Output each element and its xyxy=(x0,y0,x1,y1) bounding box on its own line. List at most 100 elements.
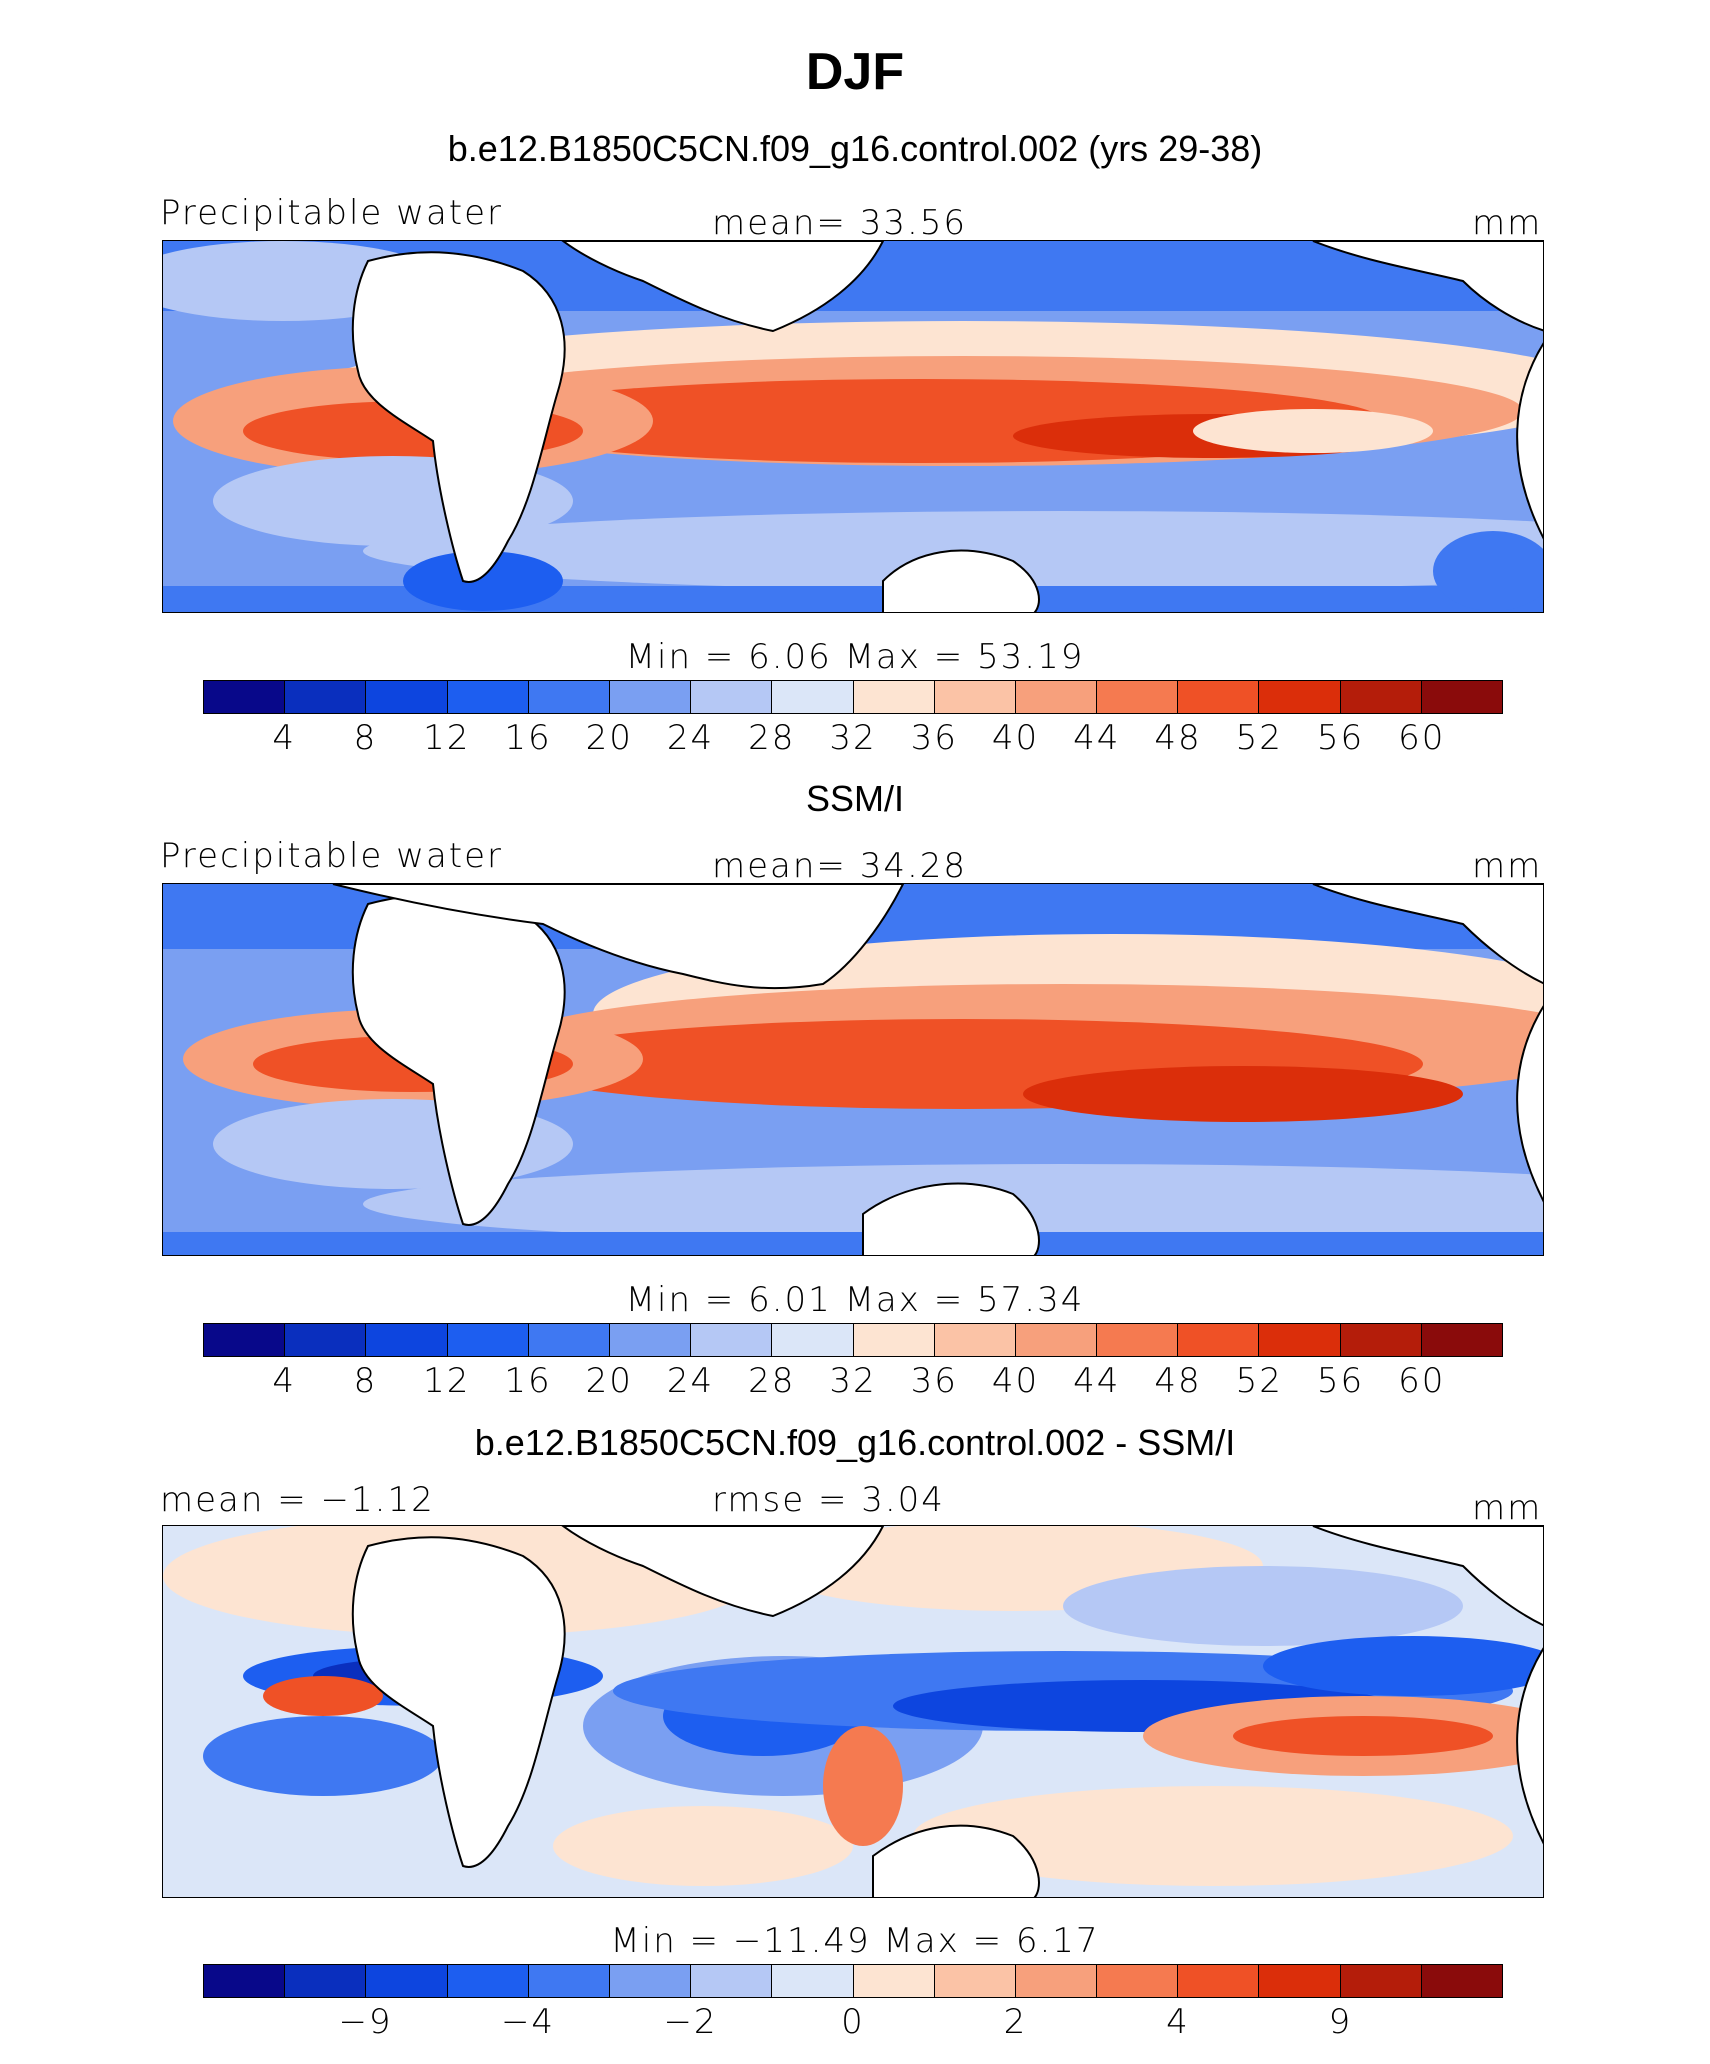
colorbar-cell xyxy=(1422,1965,1502,1997)
colorbar-tick-label: 32 xyxy=(829,718,876,758)
colorbar-tick-label: 16 xyxy=(504,718,551,758)
colorbar-tick-label: 28 xyxy=(748,718,795,758)
colorbar-cell xyxy=(1259,1965,1340,1997)
colorbar-tick-label: 44 xyxy=(1073,1361,1120,1401)
panel-1-title: b.e12.B1850C5CN.f09_g16.control.002 (yrs… xyxy=(0,128,1710,170)
panel-1-mean-label: mean= 33.56 xyxy=(712,203,967,243)
colorbar-cell xyxy=(935,681,1016,713)
colorbar-tick-label: 56 xyxy=(1317,1361,1364,1401)
colorbar-tick-label: 0 xyxy=(841,2002,865,2042)
panel-2-colorbar xyxy=(203,1323,1503,1357)
colorbar-tick-label: 20 xyxy=(586,718,633,758)
colorbar-cell xyxy=(448,1965,529,1997)
colorbar-cell xyxy=(935,1965,1016,1997)
colorbar-cell xyxy=(1178,1965,1259,1997)
colorbar-tick-label: 24 xyxy=(667,718,714,758)
colorbar-tick-label: 4 xyxy=(272,1361,296,1401)
colorbar-cell xyxy=(529,681,610,713)
colorbar-cell xyxy=(691,1324,772,1356)
colorbar-cell xyxy=(448,1324,529,1356)
panel-3-colorbar xyxy=(203,1964,1503,1998)
colorbar-cell xyxy=(935,1324,1016,1356)
colorbar-cell xyxy=(366,681,447,713)
colorbar-cell xyxy=(1259,1324,1340,1356)
colorbar-tick-label: 4 xyxy=(1166,2002,1190,2042)
colorbar-cell xyxy=(285,1324,366,1356)
colorbar-cell xyxy=(772,1965,853,1997)
colorbar-tick-label: 9 xyxy=(1329,2002,1353,2042)
colorbar-cell xyxy=(610,681,691,713)
panel-2-title: SSM/I xyxy=(0,778,1710,820)
colorbar-tick-label: 24 xyxy=(667,1361,714,1401)
colorbar-cell xyxy=(285,1965,366,1997)
colorbar-tick-label: 48 xyxy=(1154,1361,1201,1401)
colorbar-tick-label: 40 xyxy=(992,718,1039,758)
colorbar-cell xyxy=(204,681,285,713)
colorbar-cell xyxy=(1097,1324,1178,1356)
colorbar-cell xyxy=(1341,1965,1422,1997)
colorbar-tick-label: 60 xyxy=(1398,718,1445,758)
colorbar-tick-label: −2 xyxy=(663,2002,717,2042)
colorbar-cell xyxy=(1097,681,1178,713)
panel-1-colorbar-ticks: 4 8 12 16 20 24 28 32 36 40 44 48 52 56 60 xyxy=(0,718,1710,768)
colorbar-cell xyxy=(691,681,772,713)
colorbar-cell xyxy=(1178,681,1259,713)
figure-title: DJF xyxy=(0,42,1710,102)
colorbar-tick-label: 4 xyxy=(272,718,296,758)
panel-1-map xyxy=(162,240,1544,613)
colorbar-cell xyxy=(691,1965,772,1997)
colorbar-cell xyxy=(1097,1965,1178,1997)
colorbar-tick-label: 32 xyxy=(829,1361,876,1401)
colorbar-cell xyxy=(854,681,935,713)
colorbar-cell xyxy=(610,1965,691,1997)
colorbar-cell xyxy=(1341,681,1422,713)
panel-3-map xyxy=(162,1525,1544,1898)
colorbar-cell xyxy=(1422,681,1502,713)
colorbar-tick-label: −4 xyxy=(501,2002,555,2042)
colorbar-tick-label: 56 xyxy=(1317,718,1364,758)
panel-3-minmax: Min = −11.49 Max = 6.17 xyxy=(0,1921,1710,1961)
colorbar-cell xyxy=(772,681,853,713)
panel-2-variable-label: Precipitable water xyxy=(160,836,503,876)
colorbar-tick-label: 60 xyxy=(1398,1361,1445,1401)
colorbar-tick-label: 8 xyxy=(354,1361,378,1401)
colorbar-tick-label: 48 xyxy=(1154,718,1201,758)
colorbar-cell xyxy=(1016,1965,1097,1997)
colorbar-tick-label: 16 xyxy=(504,1361,551,1401)
colorbar-cell xyxy=(1259,681,1340,713)
colorbar-tick-label: 36 xyxy=(911,1361,958,1401)
colorbar-cell xyxy=(204,1965,285,1997)
panel-1-minmax: Min = 6.06 Max = 53.19 xyxy=(0,637,1710,677)
colorbar-tick-label: 52 xyxy=(1236,1361,1283,1401)
colorbar-cell xyxy=(448,681,529,713)
panel-3-field xyxy=(163,1526,1544,1898)
colorbar-tick-label: 44 xyxy=(1073,718,1120,758)
panel-2-map xyxy=(162,883,1544,1256)
panel-1-field xyxy=(163,241,1544,613)
colorbar-cell xyxy=(854,1965,935,1997)
colorbar-cell xyxy=(610,1324,691,1356)
colorbar-cell xyxy=(529,1324,610,1356)
panel-3-title: b.e12.B1850C5CN.f09_g16.control.002 - SS… xyxy=(0,1422,1710,1464)
colorbar-tick-label: 12 xyxy=(423,718,470,758)
colorbar-cell xyxy=(204,1324,285,1356)
colorbar-cell xyxy=(1016,681,1097,713)
panel-1-variable-label: Precipitable water xyxy=(160,193,503,233)
panel-1-colorbar xyxy=(203,680,1503,714)
colorbar-cell xyxy=(772,1324,853,1356)
colorbar-tick-label: 28 xyxy=(748,1361,795,1401)
colorbar-cell xyxy=(529,1965,610,1997)
colorbar-cell xyxy=(1178,1324,1259,1356)
panel-1-units-label: mm xyxy=(1472,203,1542,243)
colorbar-tick-label: 40 xyxy=(992,1361,1039,1401)
colorbar-cell xyxy=(854,1324,935,1356)
colorbar-cell xyxy=(1422,1324,1502,1356)
panel-2-colorbar-ticks: 4 8 12 16 20 24 28 32 36 40 44 48 52 56 60 xyxy=(0,1361,1710,1411)
panel-3-colorbar-ticks: −9 −4 −2 0 2 4 9 xyxy=(0,2002,1710,2052)
colorbar-cell xyxy=(1016,1324,1097,1356)
panel-2-minmax: Min = 6.01 Max = 57.34 xyxy=(0,1280,1710,1320)
panel-3-units-label: mm xyxy=(1472,1488,1542,1528)
panel-2-units-label: mm xyxy=(1472,846,1542,886)
colorbar-cell xyxy=(285,681,366,713)
colorbar-cell xyxy=(366,1965,447,1997)
